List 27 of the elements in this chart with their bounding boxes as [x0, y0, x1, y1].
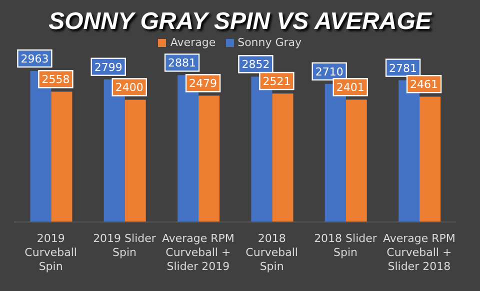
data-label: 2461: [410, 78, 438, 92]
x-tick-label: Average RPM Curveball + Slider 2018: [382, 232, 456, 273]
legend-label: Average: [170, 36, 216, 49]
data-label: 2963: [20, 52, 49, 66]
data-label: 2400: [115, 81, 144, 94]
data-label: 2521: [262, 75, 291, 88]
data-label: 2479: [189, 77, 218, 90]
bar: [420, 96, 441, 222]
data-label: 2799: [94, 60, 122, 74]
data-label: 2401: [336, 81, 364, 94]
bar: [51, 92, 72, 222]
data-label: 2852: [242, 58, 270, 72]
x-tick-label: 2019 Curveball Spin: [24, 232, 77, 273]
x-tick-label: Average RPM Curveball + Slider 2019: [162, 232, 234, 273]
bar: [124, 100, 146, 222]
x-tick-label: 2018 Slider Spin: [314, 232, 378, 259]
bar: [198, 96, 220, 222]
x-tick-label: 2018 Curveball Spin: [246, 232, 298, 273]
data-label: 2558: [42, 73, 70, 86]
legend-label: Sonny Gray: [238, 36, 302, 49]
bar: [272, 94, 294, 222]
bar: [346, 100, 367, 222]
data-label: 2710: [315, 65, 344, 78]
data-label: 2781: [389, 62, 418, 75]
data-label: 2881: [168, 56, 196, 70]
x-tick-label: 2019 Slider Spin: [93, 232, 156, 259]
chart-title: SONNY GRAY SPIN VS AVERAGE: [48, 8, 433, 36]
